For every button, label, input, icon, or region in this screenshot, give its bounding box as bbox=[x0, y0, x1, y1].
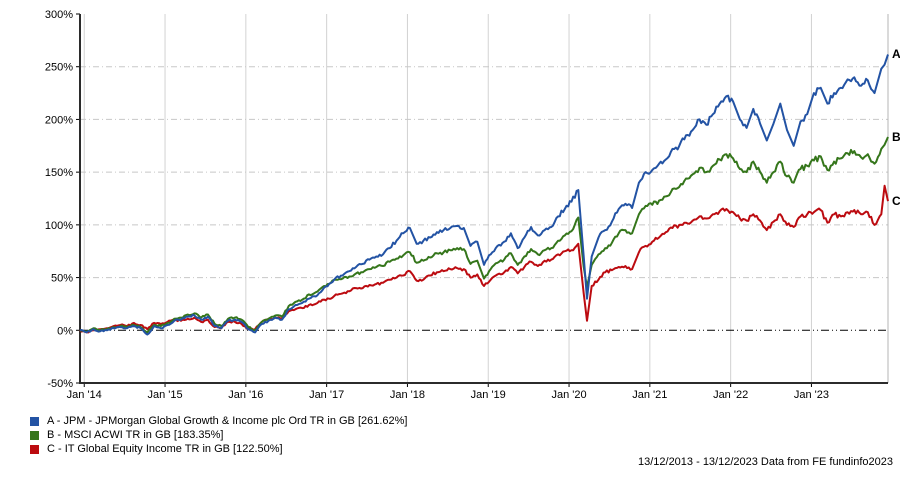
date-range-source-text: 13/12/2013 - 13/12/2023 Data from FE fun… bbox=[637, 456, 893, 468]
x-tick-label: Jan '20 bbox=[551, 389, 586, 401]
legend-label-b: B - MSCI ACWI TR in GB [183.35%] bbox=[47, 429, 224, 441]
series-b-marker-icon bbox=[30, 430, 39, 440]
y-tick-label: 0% bbox=[57, 325, 73, 337]
x-tick-label: Jan '15 bbox=[147, 389, 182, 401]
x-tick-label: Jan '21 bbox=[632, 389, 667, 401]
y-tick-label: 200% bbox=[45, 114, 73, 126]
legend-item-b: B - MSCI ACWI TR in GB [183.35%] bbox=[30, 428, 408, 442]
legend-label-a: A - JPM - JPMorgan Global Growth & Incom… bbox=[47, 415, 408, 427]
series-c-line bbox=[79, 184, 889, 334]
series-c-end-label: C bbox=[892, 194, 900, 209]
series-b-end-label: B bbox=[892, 129, 900, 144]
y-tick-label: 150% bbox=[45, 167, 73, 179]
x-tick-label: Jan '23 bbox=[794, 389, 829, 401]
x-tick-label: Jan '18 bbox=[390, 389, 425, 401]
legend-label-c: C - IT Global Equity Income TR in GB [12… bbox=[47, 443, 283, 455]
legend-item-a: A - JPM - JPMorgan Global Growth & Incom… bbox=[30, 414, 408, 428]
x-tick-label: Jan '17 bbox=[309, 389, 344, 401]
x-tick-label: Jan '19 bbox=[471, 389, 506, 401]
series-a-end-label: A bbox=[892, 47, 900, 62]
x-tick-label: Jan '16 bbox=[228, 389, 263, 401]
x-tick-label: Jan '22 bbox=[713, 389, 748, 401]
y-tick-label: 300% bbox=[45, 9, 73, 21]
legend-item-c: C - IT Global Equity Income TR in GB [12… bbox=[30, 442, 408, 456]
series-c-marker-icon bbox=[30, 444, 39, 454]
y-tick-label: 50% bbox=[51, 273, 73, 285]
series-b-line bbox=[79, 136, 889, 334]
x-tick-label: Jan '14 bbox=[67, 389, 102, 401]
series-a-marker-icon bbox=[30, 416, 39, 426]
legend: A - JPM - JPMorgan Global Growth & Incom… bbox=[30, 414, 408, 456]
y-tick-label: 100% bbox=[45, 220, 73, 232]
series-a-line bbox=[79, 54, 889, 336]
y-tick-label: 250% bbox=[45, 62, 73, 74]
y-tick-label: -50% bbox=[47, 378, 73, 390]
